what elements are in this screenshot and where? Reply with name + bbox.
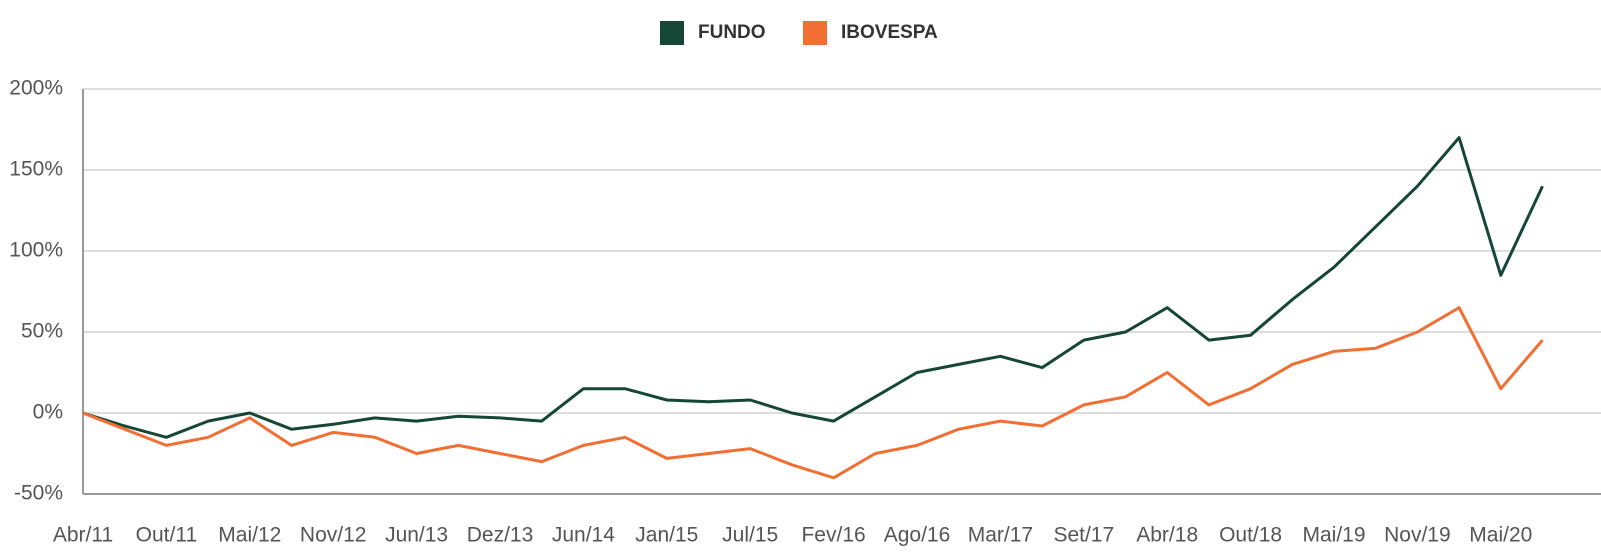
x-tick-label: Out/11: [136, 524, 197, 547]
x-tick-label: Dez/13: [467, 524, 534, 547]
legend-text: FUNDO: [698, 22, 766, 43]
legend-swatch: [803, 21, 827, 45]
x-tick-label: Jan/15: [635, 524, 698, 547]
y-tick-label: 200%: [9, 77, 63, 100]
x-tick-label: Abr/18: [1136, 524, 1198, 547]
x-tick-label: Fev/16: [801, 524, 865, 547]
x-tick-label: Mar/17: [968, 524, 1033, 547]
x-tick-label: Mai/19: [1302, 524, 1365, 547]
x-tick-label: Nov/12: [300, 524, 367, 547]
legend-text: IBOVESPA: [841, 22, 938, 43]
legend-swatch: [660, 21, 684, 45]
x-tick-label: Jun/13: [385, 524, 448, 547]
series-line: [82, 136, 1544, 439]
y-tick-label: -50%: [14, 482, 63, 505]
x-tick-label: Jul/15: [722, 524, 778, 547]
x-tick-label: Jun/14: [552, 524, 615, 547]
x-tick-label: Abr/11: [53, 524, 113, 547]
x-tick-label: Nov/19: [1384, 524, 1451, 547]
x-tick-label: Set/17: [1053, 524, 1114, 547]
y-tick-label: 100%: [9, 239, 63, 262]
y-tick-label: 150%: [9, 158, 63, 181]
y-tick-label: 0%: [33, 401, 63, 424]
x-tick-label: Mai/12: [218, 524, 281, 547]
x-tick-label: Ago/16: [884, 524, 951, 547]
x-tick-label: Out/18: [1219, 524, 1282, 547]
x-tick-label: Mai/20: [1469, 524, 1532, 547]
y-tick-label: 50%: [21, 320, 63, 343]
series-line: [82, 306, 1544, 480]
